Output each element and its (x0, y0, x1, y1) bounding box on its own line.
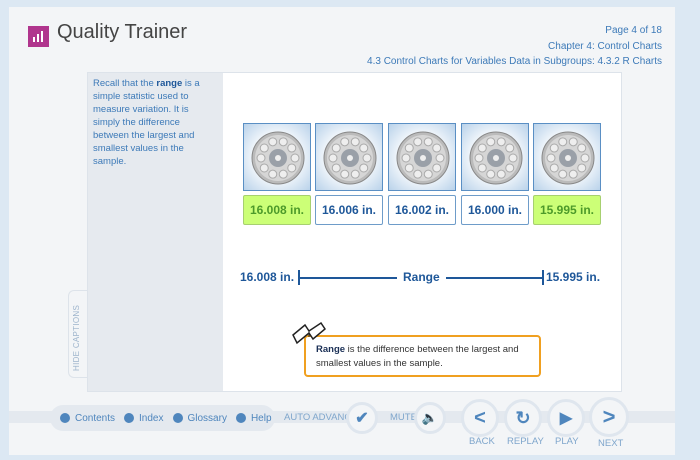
back-button[interactable]: < (461, 399, 499, 437)
contents-link[interactable]: Contents (60, 413, 115, 424)
wheel-image (461, 123, 529, 191)
nav-links: Contents Index Glossary Help (50, 405, 275, 431)
wheel-image (315, 123, 383, 191)
wheel-icon (323, 131, 377, 185)
chapter-title: Chapter 4: Control Charts (548, 40, 662, 52)
play-icon: ▶ (559, 410, 573, 427)
wheel-icon (541, 131, 595, 185)
play-label: PLAY (555, 436, 579, 447)
replay-label: REPLAY (507, 436, 544, 447)
chevron-left-icon: < (474, 406, 486, 429)
measurement-value: 16.000 in. (461, 195, 529, 225)
measurement-value: 15.995 in. (533, 195, 601, 225)
replay-button[interactable]: ↻ (504, 399, 542, 437)
page-info: Page 4 of 18 Chapter 4: Control Charts 4… (367, 23, 662, 70)
contents-dot-icon (60, 413, 70, 423)
mute-button[interactable]: 🔈 (414, 402, 446, 434)
range-left-value: 16.008 in. (240, 270, 295, 284)
page-number: Page 4 of 18 (605, 25, 662, 36)
measurement-value: 16.008 in. (243, 195, 311, 225)
wheel-image (388, 123, 456, 191)
app-logo (28, 26, 49, 47)
definition-callout: Range is the difference between the larg… (304, 335, 541, 377)
index-dot-icon (124, 413, 135, 423)
help-dot-icon (235, 413, 246, 423)
range-label: Range (403, 270, 440, 284)
wheel-icon (396, 131, 450, 185)
measurement-value: 16.006 in. (315, 195, 383, 225)
range-line-right (446, 277, 543, 279)
wheel-icon (469, 131, 523, 185)
caption-panel: Recall that the range is a simple statis… (88, 73, 223, 391)
mute-label: MUTE (390, 412, 417, 423)
play-button[interactable]: ▶ (547, 399, 585, 437)
range-right-value: 15.995 in. (546, 270, 601, 284)
checkmark-icon: ✔ (355, 410, 369, 427)
next-label: NEXT (598, 438, 624, 449)
auto-advance-label: AUTO ADVANCE (284, 412, 358, 423)
speaker-icon: 🔈 (421, 410, 439, 425)
glossary-link[interactable]: Glossary (172, 413, 227, 424)
hide-captions-tab[interactable]: HIDE CAPTIONS (68, 290, 87, 378)
wheel-image (243, 123, 311, 191)
chevron-right-icon: > (602, 404, 616, 429)
app-title: Quality Trainer (57, 21, 188, 43)
wheel-icon (251, 131, 305, 185)
wheel-image (533, 123, 601, 191)
range-line-left (299, 277, 397, 279)
index-link[interactable]: Index (124, 413, 164, 424)
auto-advance-toggle[interactable]: ✔ (346, 402, 378, 434)
next-button[interactable]: > (589, 397, 629, 437)
help-link[interactable]: Help (235, 413, 272, 424)
measurement-value: 16.002 in. (388, 195, 456, 225)
back-label: BACK (469, 436, 495, 447)
section-title: 4.3 Control Charts for Variables Data in… (367, 56, 662, 67)
range-tick-right (542, 270, 544, 285)
book-icon (292, 321, 326, 345)
replay-icon: ↻ (515, 407, 531, 428)
glossary-dot-icon (172, 413, 183, 423)
